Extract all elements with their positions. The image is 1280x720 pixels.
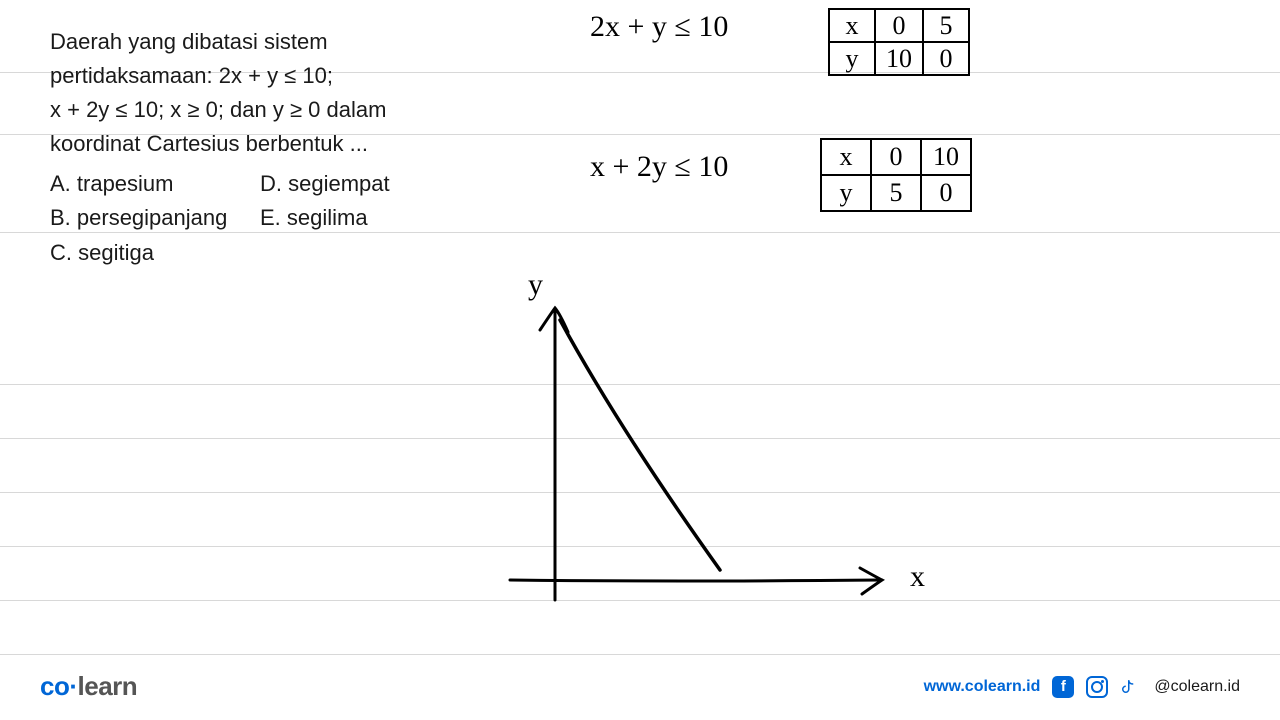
answer-a: A. trapesium (50, 167, 260, 201)
question-line-1: Daerah yang dibatasi sistem (50, 25, 480, 59)
handwritten-table-1: x 0 5 y 10 0 (828, 8, 970, 76)
brand-learn: learn (78, 671, 138, 701)
facebook-icon[interactable]: f (1052, 676, 1074, 698)
brand-dot: · (69, 671, 77, 701)
brand-co: co (40, 671, 69, 701)
brand-logo: co·learn (40, 671, 137, 702)
question-line-2: pertidaksamaan: 2x + y ≤ 10; (50, 59, 480, 93)
answer-c: C. segitiga (50, 236, 260, 270)
question-line-4: koordinat Cartesius berbentuk ... (50, 127, 480, 161)
instagram-icon[interactable] (1086, 676, 1108, 698)
answer-b: B. persegipanjang (50, 201, 260, 235)
footer-links: www.colearn.id f @colearn.id (924, 676, 1240, 698)
social-handle: @colearn.id (1154, 678, 1240, 696)
answer-e: E. segilima (260, 201, 460, 235)
handwritten-equation-2: x + 2y ≤ 10 (590, 150, 728, 184)
answer-d: D. segiempat (260, 167, 460, 201)
website-link[interactable]: www.colearn.id (924, 678, 1041, 696)
question-text: Daerah yang dibatasi sistem pertidaksama… (50, 25, 480, 270)
handwritten-equation-1: 2x + y ≤ 10 (590, 10, 728, 44)
handwritten-table-2: x 0 10 y 5 0 (820, 138, 972, 212)
footer: co·learn www.colearn.id f @colearn.id (0, 671, 1280, 702)
tiktok-icon[interactable] (1120, 676, 1142, 698)
handwritten-graph (490, 260, 950, 640)
answer-choices: A. trapesium D. segiempat B. persegipanj… (50, 167, 480, 269)
question-line-3: x + 2y ≤ 10; x ≥ 0; dan y ≥ 0 dalam (50, 93, 480, 127)
